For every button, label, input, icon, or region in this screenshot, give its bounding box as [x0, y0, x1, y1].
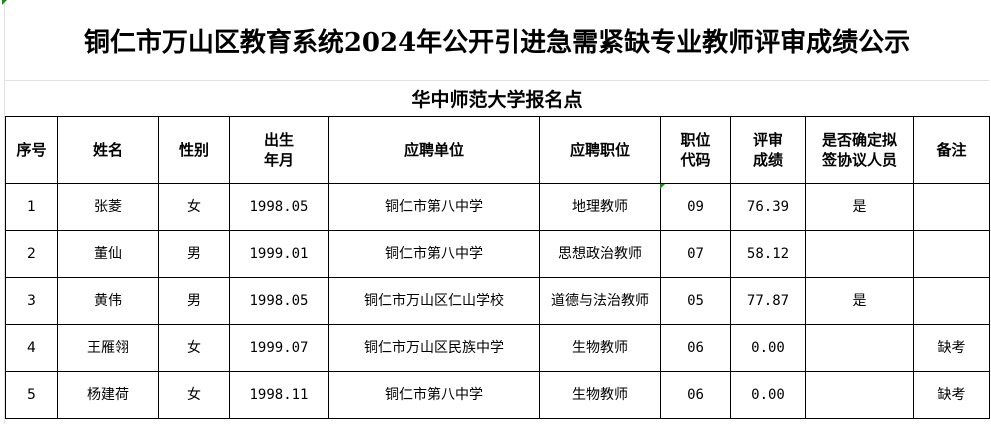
cell-gender[interactable]: 男 — [158, 230, 230, 278]
cell-gender[interactable]: 女 — [158, 324, 230, 372]
cell-code[interactable]: 05 — [660, 277, 731, 325]
cell-gender[interactable]: 女 — [158, 371, 230, 419]
cell-score[interactable]: 0.00 — [730, 324, 806, 372]
score-table: 序号 姓名 性别 出生 年月 应聘单位 应聘职位 职位 代码 评审 成绩 是否确定拟 签协议人员 备注 1… — [5, 116, 990, 419]
cell-score[interactable]: 58.12 — [730, 230, 806, 278]
cell-gender[interactable]: 女 — [158, 183, 230, 231]
cell-sign[interactable] — [805, 324, 914, 372]
table-row: 4 王雁翎女 1999.07 铜仁市万山区民族中学 生物教师 06 0.00 缺考 — [5, 324, 990, 372]
cell-position[interactable]: 思想政治教师 — [539, 230, 661, 278]
table-row: 1 张菱女 1998.05 铜仁市第八中学 地理教师 09 76.39 是 — [5, 183, 990, 231]
cell-name[interactable]: 杨建荷 — [57, 371, 159, 419]
cell-unit[interactable]: 铜仁市第八中学 — [328, 230, 540, 278]
cell-remark[interactable] — [913, 230, 990, 278]
column-header-unit: 应聘单位 — [328, 116, 540, 184]
cell-position[interactable]: 道德与法治教师 — [539, 277, 661, 325]
cell-seq[interactable]: 3 — [5, 277, 58, 325]
cell-unit[interactable]: 铜仁市万山区民族中学 — [328, 324, 540, 372]
table-row: 3 黄伟男 1998.05 铜仁市万山区仁山学校 道德与法治教师 05 77.87 是 — [5, 277, 990, 325]
cell-sign[interactable]: 是 — [805, 183, 914, 231]
column-header-sign: 是否确定拟 签协议人员 — [805, 116, 914, 184]
column-header-birth: 出生 年月 — [229, 116, 329, 184]
column-header-code: 职位 代码 — [660, 116, 731, 184]
header-row: 序号 姓名 性别 出生 年月 应聘单位 应聘职位 职位 代码 评审 成绩 是否确定拟 签协议人员 备注 — [5, 116, 990, 184]
cell-remark[interactable]: 缺考 — [913, 324, 990, 372]
column-header-score: 评审 成绩 — [730, 116, 806, 184]
cell-seq[interactable]: 2 — [5, 230, 58, 278]
cell-unit[interactable]: 铜仁市第八中学 — [328, 183, 540, 231]
cell-birth[interactable]: 1998.11 — [229, 371, 329, 419]
cell-sign[interactable]: 是 — [805, 277, 914, 325]
cell-marker-icon — [2, 0, 7, 5]
cell-seq[interactable]: 4 — [5, 324, 58, 372]
cell-name[interactable]: 王雁翎 — [57, 324, 159, 372]
table-row: 2 董仙男 1999.01 铜仁市第八中学 思想政治教师 07 58.12 — [5, 230, 990, 278]
cell-remark[interactable]: 缺考 — [913, 371, 990, 419]
cell-score[interactable]: 0.00 — [730, 371, 806, 419]
cell-marker-icon — [660, 184, 665, 189]
cell-birth[interactable]: 1999.01 — [229, 230, 329, 278]
sheet-gridline — [4, 0, 5, 424]
cell-unit[interactable]: 铜仁市万山区仁山学校 — [328, 277, 540, 325]
column-header-name: 姓名 — [57, 116, 159, 184]
cell-code[interactable]: 06 — [660, 324, 731, 372]
cell-code[interactable]: 09 — [660, 183, 731, 231]
cell-unit[interactable]: 铜仁市第八中学 — [328, 371, 540, 419]
cell-remark[interactable] — [913, 277, 990, 325]
cell-gender[interactable]: 男 — [158, 277, 230, 325]
cell-birth[interactable]: 1998.05 — [229, 183, 329, 231]
cell-birth[interactable]: 1999.07 — [229, 324, 329, 372]
cell-name[interactable]: 张菱 — [57, 183, 159, 231]
cell-sign[interactable] — [805, 230, 914, 278]
cell-seq[interactable]: 5 — [5, 371, 58, 419]
cell-name[interactable]: 董仙 — [57, 230, 159, 278]
cell-seq[interactable]: 1 — [5, 183, 58, 231]
column-header-remark: 备注 — [913, 116, 990, 184]
cell-position[interactable]: 生物教师 — [539, 324, 661, 372]
table-row: 5 杨建荷女 1998.11 铜仁市第八中学 生物教师 06 0.00 缺考 — [5, 371, 990, 419]
cell-birth[interactable]: 1998.05 — [229, 277, 329, 325]
column-header-gender: 性别 — [158, 116, 230, 184]
cell-code[interactable]: 07 — [660, 230, 731, 278]
cell-score[interactable]: 76.39 — [730, 183, 806, 231]
column-header-seq: 序号 — [5, 116, 58, 184]
cell-position[interactable]: 生物教师 — [539, 371, 661, 419]
column-header-position: 应聘职位 — [539, 116, 661, 184]
cell-code[interactable]: 06 — [660, 371, 731, 419]
cell-score[interactable]: 77.87 — [730, 277, 806, 325]
cell-position[interactable]: 地理教师 — [539, 183, 661, 231]
page-title: 铜仁市万山区教育系统2024年公开引进急需紧缺专业教师评审成绩公示 — [5, 0, 989, 81]
cell-name[interactable]: 黄伟 — [57, 277, 159, 325]
subtitle: 华中师范大学报名点 — [411, 88, 583, 111]
cell-sign[interactable] — [805, 371, 914, 419]
cell-remark[interactable] — [913, 183, 990, 231]
